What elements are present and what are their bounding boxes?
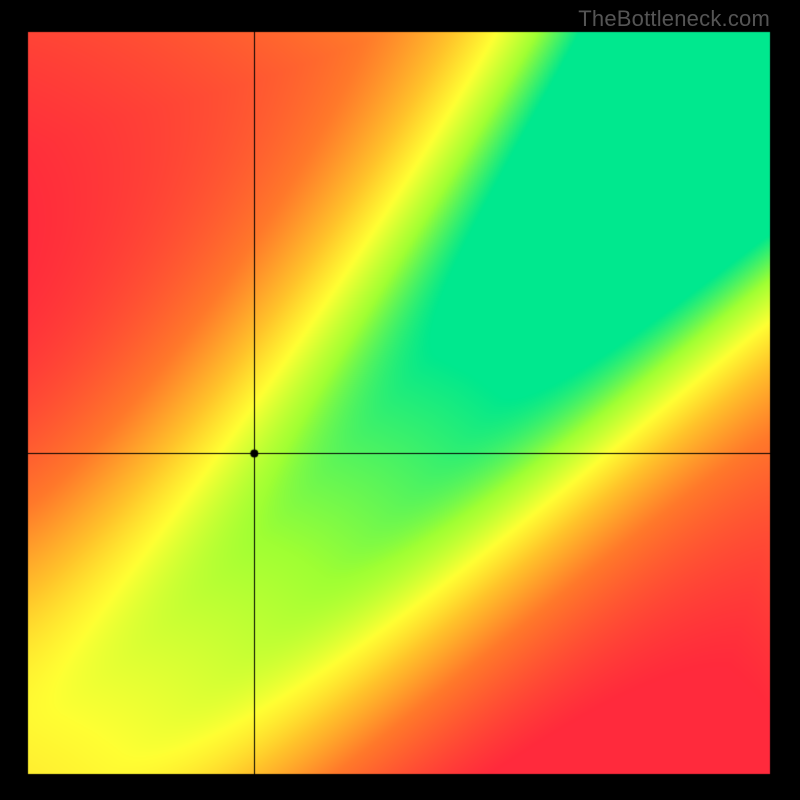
chart-container: TheBottleneck.com bbox=[0, 0, 800, 800]
bottleneck-heatmap bbox=[0, 0, 800, 800]
watermark-text: TheBottleneck.com bbox=[578, 6, 770, 32]
